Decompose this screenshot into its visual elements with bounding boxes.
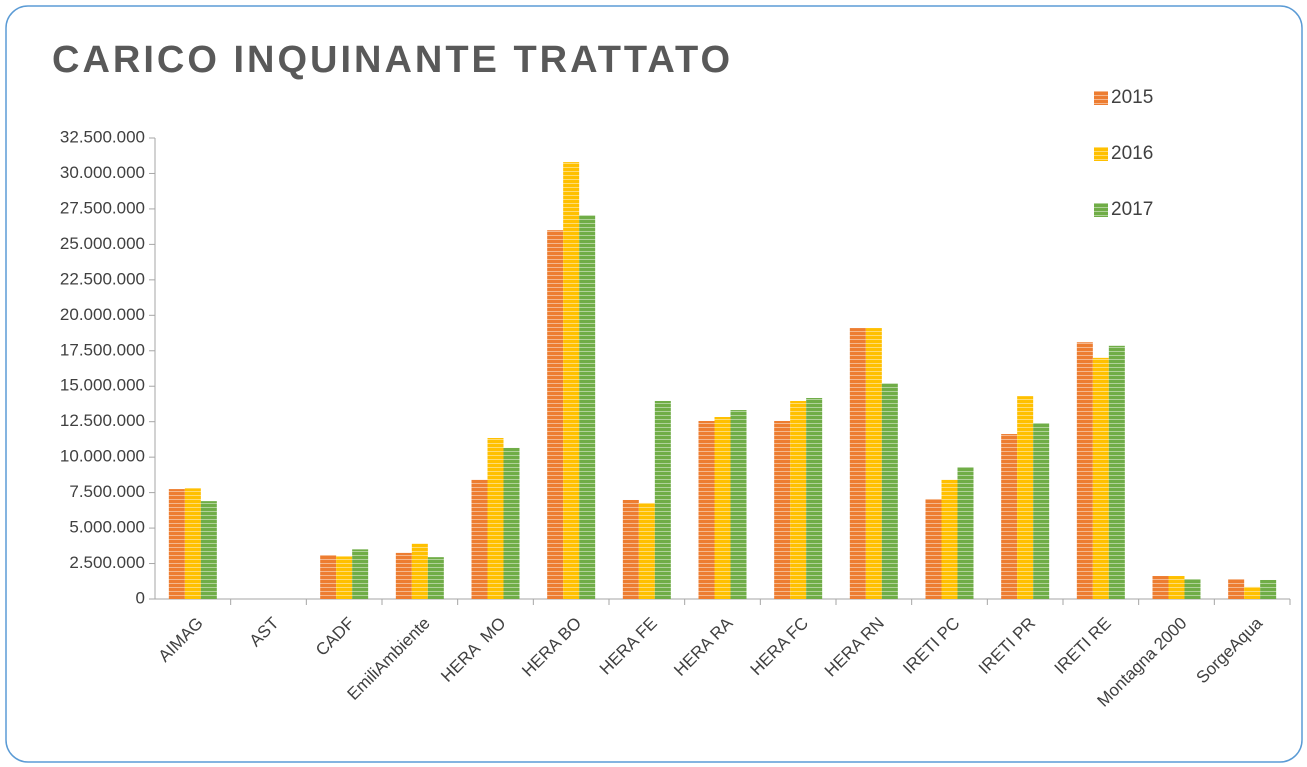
legend-swatch (1094, 147, 1108, 161)
bar (184, 488, 201, 599)
y-tick-label: 5.000.000 (69, 518, 145, 537)
y-tick-label: 12.500.000 (60, 411, 145, 430)
bar (320, 555, 337, 599)
bar (925, 498, 942, 599)
bar (200, 501, 217, 599)
legend-label: 2016 (1111, 143, 1153, 164)
legend-label: 2015 (1111, 87, 1153, 108)
bar (1168, 576, 1185, 599)
bar (1108, 345, 1125, 599)
y-tick-label: 10.000.000 (60, 447, 145, 466)
y-tick-label: 17.500.000 (60, 340, 145, 359)
bar (1001, 434, 1018, 599)
bar (1017, 396, 1034, 599)
bar (638, 502, 655, 599)
bar (1152, 576, 1169, 599)
y-tick-label: 30.000.000 (60, 163, 145, 182)
bar (1184, 578, 1201, 599)
bar (503, 447, 520, 599)
bar (714, 417, 731, 599)
legend-swatch (1094, 91, 1108, 105)
bar (1228, 578, 1245, 599)
bar (698, 420, 715, 599)
bar (1092, 357, 1109, 599)
bar (395, 552, 412, 599)
bar (579, 215, 596, 599)
bar (1244, 586, 1261, 599)
bar (336, 556, 353, 599)
bar (806, 398, 823, 599)
chart-title: CARICO INQUINANTE TRATTATO (52, 39, 733, 81)
bar (352, 549, 369, 599)
y-tick-label: 7.500.000 (69, 482, 145, 501)
bar (547, 230, 564, 599)
bar (487, 438, 504, 599)
bar (1033, 423, 1050, 599)
bar (654, 400, 671, 599)
legend-label: 2017 (1111, 199, 1153, 220)
bar (1076, 342, 1093, 599)
bar (790, 400, 807, 599)
bar (622, 499, 639, 599)
y-tick-label: 20.000.000 (60, 305, 145, 324)
bar (1260, 579, 1277, 599)
bar (471, 479, 488, 599)
bar (849, 328, 866, 599)
y-tick-label: 25.000.000 (60, 234, 145, 253)
bar (881, 383, 898, 599)
bar (941, 479, 958, 599)
bar (865, 328, 882, 599)
y-tick-label: 15.000.000 (60, 376, 145, 395)
bar (411, 543, 428, 599)
y-tick-label: 2.500.000 (69, 553, 145, 572)
bar (730, 410, 747, 599)
y-tick-label: 27.500.000 (60, 198, 145, 217)
legend-swatch (1094, 203, 1108, 217)
bar (427, 557, 444, 599)
bar (563, 162, 580, 600)
bar (774, 420, 791, 599)
bar (957, 467, 974, 599)
y-tick-label: 32.500.000 (60, 127, 145, 146)
bar (168, 489, 185, 599)
y-tick-label: 22.500.000 (60, 269, 145, 288)
y-tick-label: 0 (136, 588, 145, 607)
